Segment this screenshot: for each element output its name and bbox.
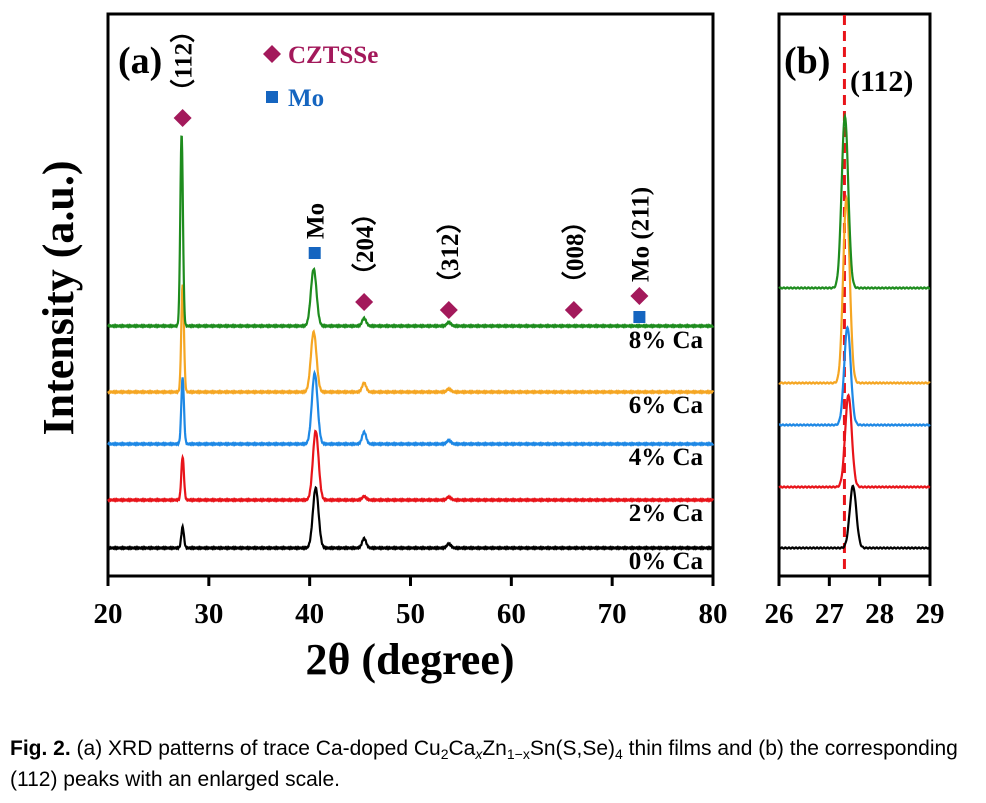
peak-annotation-label: （312） <box>435 208 464 296</box>
caption-label: Fig. 2. <box>10 737 71 760</box>
peak-annotation-label: Mo (211) <box>627 187 654 282</box>
panel-b-x-ticks: 26 27 28 29 <box>765 576 945 630</box>
series-line-0pct-ca <box>107 485 715 551</box>
panel-a-frame <box>106 12 715 578</box>
panel-b-series-line-2pct-ca <box>778 393 931 489</box>
panel-b: 26 27 28 29 (b) (112) <box>765 12 945 630</box>
series-label: 6% Ca <box>629 392 704 419</box>
panel-b-label: (b) <box>784 40 830 82</box>
panel-b-x-tick-label: 26 <box>765 598 794 630</box>
czts-diamond-marker <box>173 109 192 127</box>
mo-square-marker <box>633 311 646 323</box>
caption-text-3: Zn <box>482 737 507 760</box>
panel-b-x-tick-label: 29 <box>916 598 945 630</box>
series-label: 2% Ca <box>629 500 704 527</box>
panel-b-series-line-0pct-ca <box>778 484 931 550</box>
czts-diamond-marker <box>630 287 649 305</box>
series-label: 8% Ca <box>629 327 704 354</box>
caption-text-1: (a) XRD patterns of trace Ca-doped Cu <box>70 737 441 760</box>
mo-square-marker <box>266 91 278 103</box>
mo-square-marker <box>308 247 321 259</box>
series-label: 4% Ca <box>629 444 704 471</box>
figure-caption: Fig. 2. (a) XRD patterns of trace Ca-dop… <box>10 733 976 795</box>
x-tick-label: 60 <box>497 598 526 630</box>
caption-sub-3: 1−x <box>506 746 530 762</box>
series-line-8pct-ca <box>107 135 715 329</box>
x-tick-label: 70 <box>598 598 627 630</box>
xrd-figure: 20 30 40 50 60 70 80 0% Ca 2% Ca 4% Ca 6% Ca 8% Ca… <box>34 12 945 684</box>
series-label: 0% Ca <box>629 548 704 575</box>
caption-sub-4: 4 <box>615 746 623 762</box>
panel-a-series-labels: 0% Ca 2% Ca 4% Ca 6% Ca 8% Ca <box>629 327 704 575</box>
panel-b-reference-label: (112) <box>850 65 913 98</box>
panel-b-x-tick-label: 27 <box>815 598 844 630</box>
legend-label-czts: CZTSSe <box>288 42 378 69</box>
x-tick-label: 80 <box>699 598 728 630</box>
legend-label-mo: Mo <box>288 85 324 112</box>
series-line-6pct-ca <box>107 284 715 395</box>
y-axis-label: Intensity (a.u.) <box>34 160 83 435</box>
caption-sub-1: 2 <box>440 746 449 762</box>
x-axis-label: 2θ (degree) <box>305 635 514 684</box>
legend: CZTSSe Mo <box>263 42 378 112</box>
peak-annotation-label: Mo <box>303 203 330 239</box>
panel-a-label: (a) <box>118 40 162 82</box>
panel-a: 20 30 40 50 60 70 80 0% Ca 2% Ca 4% Ca 6% Ca 8% Ca… <box>94 12 728 630</box>
caption-text-5: thin films and (b) the corresponding (11… <box>10 737 958 791</box>
czts-diamond-marker <box>263 45 281 63</box>
peak-annotation-label: （112） <box>169 18 198 104</box>
series-line-4pct-ca <box>107 369 715 447</box>
x-tick-label: 40 <box>295 598 324 630</box>
panel-a-x-ticks: 20 30 40 50 60 70 80 <box>94 576 728 630</box>
czts-diamond-marker <box>439 301 458 319</box>
caption-text-4: Sn(S,Se) <box>529 737 616 760</box>
panel-b-series-line-8pct-ca <box>778 112 931 290</box>
panel-a-peak-annotations: （112） Mo （204） （312） （008） Mo (211) <box>169 18 654 323</box>
x-tick-label: 30 <box>194 598 223 630</box>
x-tick-label: 50 <box>396 598 425 630</box>
czts-diamond-marker <box>355 293 374 311</box>
peak-annotation-label: （008） <box>560 208 589 296</box>
peak-annotation-label: （204） <box>350 200 379 288</box>
x-tick-label: 20 <box>94 598 123 630</box>
panel-b-series-line-6pct-ca <box>778 194 931 385</box>
panel-b-x-tick-label: 28 <box>865 598 894 630</box>
caption-sub-2: x <box>475 746 483 762</box>
caption-text-2: Ca <box>448 737 476 760</box>
panel-a-series <box>107 135 715 551</box>
czts-diamond-marker <box>564 301 583 319</box>
panel-b-series <box>778 112 931 550</box>
panel-b-frame <box>777 12 932 578</box>
panel-b-series-line-4pct-ca <box>778 325 931 427</box>
series-line-2pct-ca <box>107 429 715 503</box>
